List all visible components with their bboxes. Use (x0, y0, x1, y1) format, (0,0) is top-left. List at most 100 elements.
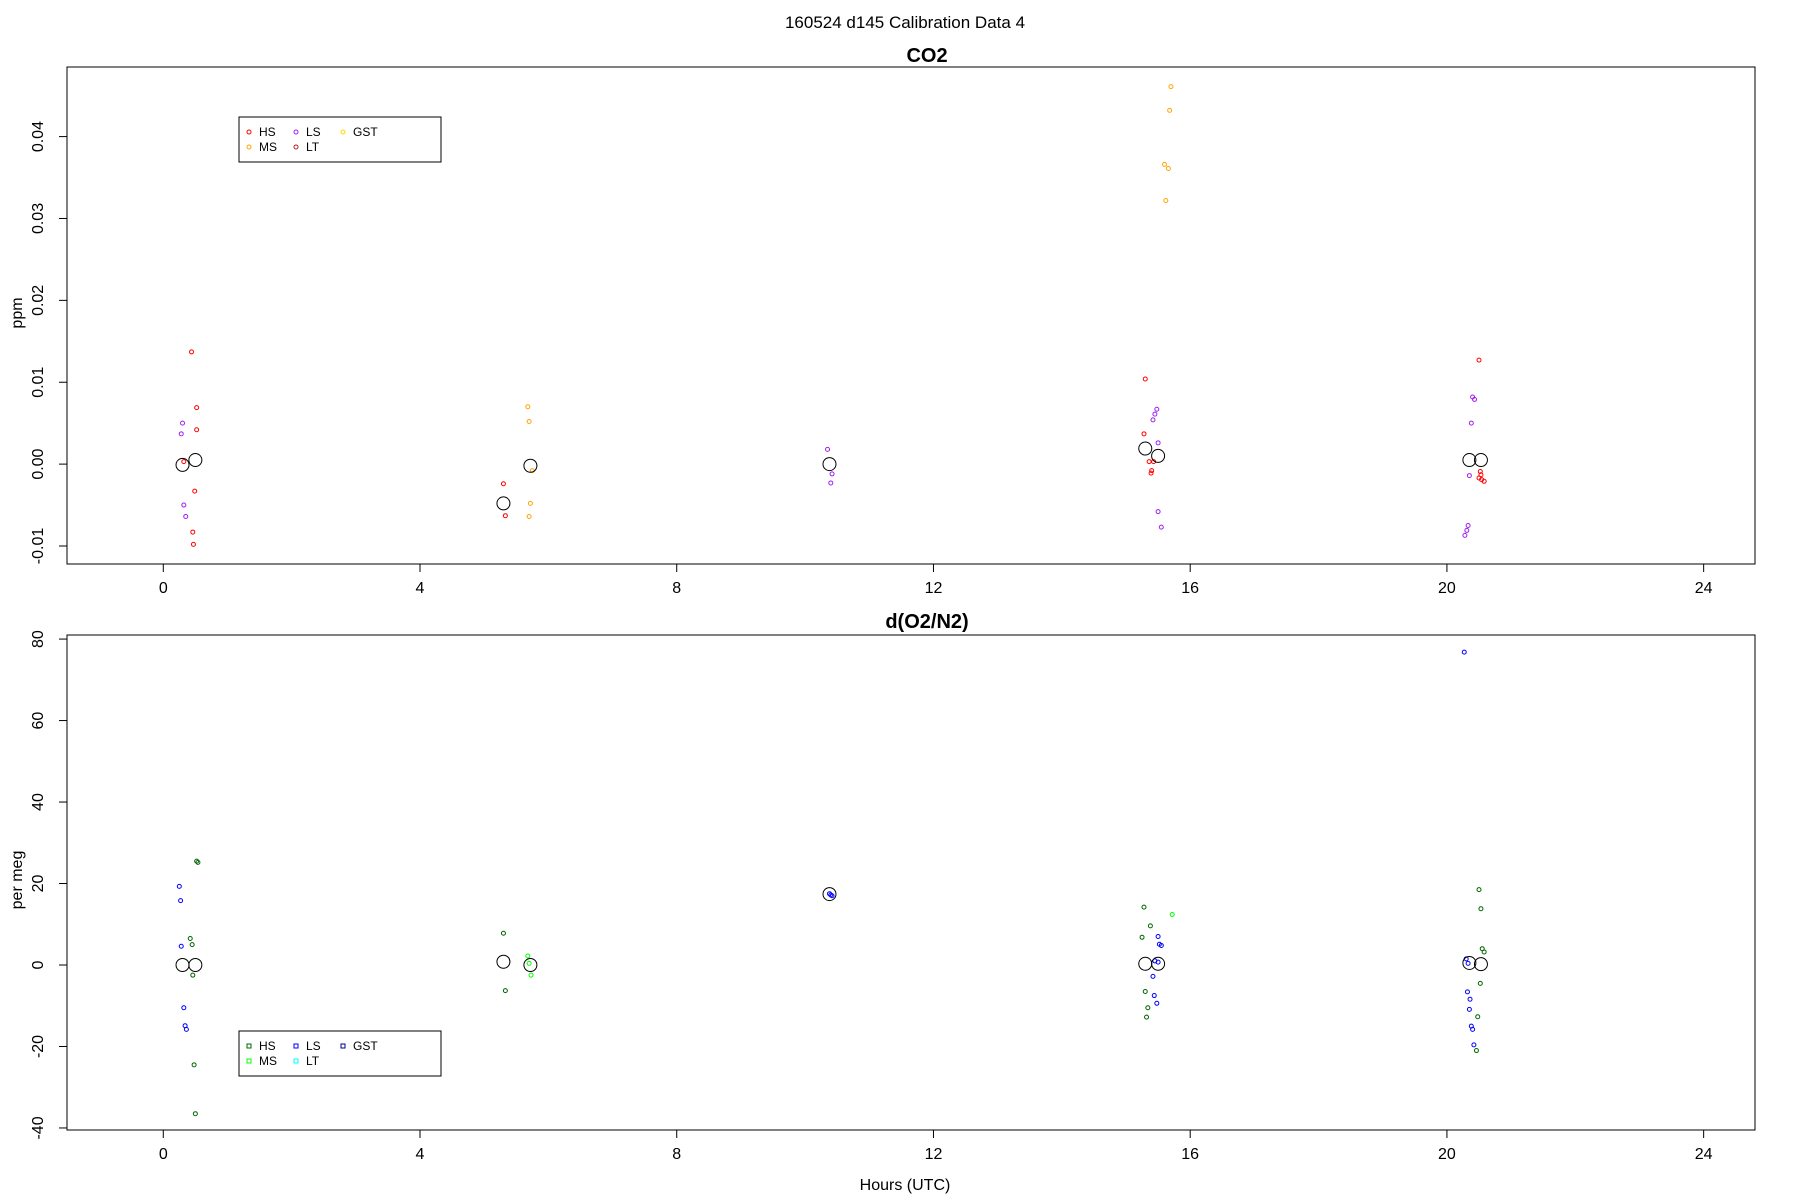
o2n2-ms-point (526, 960, 532, 966)
co2-hs-point (1481, 478, 1487, 484)
o2n2-y-tick-label: 0 (30, 960, 47, 969)
co2-legend: HS LS GST MS LT (238, 116, 442, 163)
o2n2-mean-marker (1138, 956, 1153, 971)
co2-y-tick-label: 0.04 (30, 121, 47, 152)
o2n2-hs-point (1481, 949, 1487, 955)
o2n2-x-tick-label: 24 (1695, 1146, 1713, 1163)
co2-y-tick-label: 0.01 (30, 367, 47, 398)
co2-legend-label: HS (259, 125, 276, 139)
o2n2-hs-point (1147, 923, 1153, 929)
o2n2-legend-swatch (246, 1043, 252, 1049)
co2-ls-point (1464, 527, 1470, 533)
o2n2-x-tick-label: 20 (1438, 1146, 1456, 1163)
co2-ls-point (1466, 473, 1472, 479)
o2n2-legend-label: MS (259, 1054, 277, 1068)
co2-mean-marker (523, 458, 538, 473)
co2-ms-point (527, 500, 533, 506)
co2-hs-point (189, 349, 195, 355)
o2n2-ls-point (1151, 993, 1157, 999)
co2-hs-point (500, 481, 506, 487)
co2-hs-point (181, 459, 187, 465)
co2-ls-point (1472, 396, 1478, 402)
co2-ms-point (1168, 84, 1174, 90)
o2n2-hs-point (1477, 980, 1483, 986)
co2-hs-point (1142, 376, 1148, 382)
co2-ls-point (178, 431, 184, 437)
co2-legend-label: LT (306, 140, 320, 154)
co2-legend-swatch (246, 144, 252, 150)
o2n2-mean-marker (188, 958, 203, 972)
co2-ms-point (1163, 197, 1169, 203)
o2n2-y-tick-label: 60 (30, 712, 47, 730)
o2n2-legend-swatch (293, 1043, 299, 1049)
o2n2-hs-point (1478, 906, 1484, 912)
co2-hs-point (1149, 468, 1155, 474)
co2-plot-frame (66, 66, 1756, 565)
co2-legend-swatch (293, 144, 299, 150)
co2-y-tick-label: 0.00 (30, 448, 47, 479)
co2-x-tick-label: 4 (416, 580, 425, 597)
co2-ms-point (526, 419, 532, 425)
o2n2-panel-title: d(O2/N2) (885, 611, 968, 633)
o2n2-ls-point (1155, 959, 1161, 965)
o2n2-ls-point (1155, 933, 1161, 939)
co2-y-tick-label: 0.02 (30, 285, 47, 316)
o2n2-hs-point (500, 930, 506, 936)
co2-mean-marker (496, 496, 511, 511)
o2n2-ls-point (1470, 1026, 1476, 1032)
o2n2-hs-point (191, 1062, 197, 1068)
o2n2-mean-marker (523, 958, 538, 972)
co2-ls-point (1468, 420, 1474, 426)
co2-ls-point (183, 514, 189, 520)
co2-x-tick-label: 24 (1695, 580, 1713, 597)
co2-legend-box (238, 116, 442, 163)
co2-hs-point (190, 529, 196, 535)
o2n2-x-axis-label: Hours (UTC) (860, 1177, 951, 1194)
o2n2-legend-label: GST (353, 1039, 378, 1053)
o2n2-mean-marker (822, 887, 837, 902)
o2n2-hs-point (1142, 988, 1148, 994)
co2-ms-point (1167, 107, 1173, 113)
o2n2-x-tick-label: 12 (925, 1146, 943, 1163)
figure-suptitle: 160524 d145 Calibration Data 4 (785, 13, 1025, 32)
o2n2-mean-marker (1462, 955, 1477, 970)
co2-x-tick-label: 20 (1438, 580, 1456, 597)
co2-hs-point (1148, 470, 1154, 476)
o2n2-legend-label: LS (306, 1039, 321, 1053)
o2n2-ms-point (1169, 911, 1175, 917)
co2-hs-point (1146, 459, 1152, 465)
co2-hs-point (194, 427, 200, 433)
o2n2-y-tick-label: -20 (30, 1035, 47, 1058)
co2-ls-point (829, 471, 835, 477)
o2n2-legend: HS LS GST MS LT (238, 1030, 442, 1077)
co2-x-tick-label: 16 (1181, 580, 1199, 597)
o2n2-hs-point (194, 858, 200, 864)
co2-ls-point (1462, 532, 1468, 538)
co2-x-tick-label: 8 (672, 580, 681, 597)
co2-legend-swatch (340, 129, 346, 135)
o2n2-y-tick-label: 80 (30, 630, 47, 648)
o2n2-legend-label: HS (259, 1039, 276, 1053)
co2-panel-title: CO2 (906, 45, 947, 67)
co2-ls-point (825, 446, 831, 452)
co2-ms-point (1162, 161, 1168, 167)
o2n2-y-tick-label: 40 (30, 793, 47, 811)
o2n2-x-tick-label: 0 (159, 1146, 168, 1163)
o2n2-x-tick-label: 8 (672, 1146, 681, 1163)
o2n2-ls-point (183, 1026, 189, 1032)
o2n2-mean-marker (1151, 956, 1166, 971)
o2n2-ms-point (525, 953, 531, 959)
o2n2-ls-point (1154, 1000, 1160, 1006)
co2-y-axis-label: ppm (9, 297, 26, 328)
co2-mean-marker (1151, 448, 1166, 463)
co2-ms-point (525, 404, 531, 410)
co2-ls-point (1155, 509, 1161, 515)
co2-hs-point (194, 405, 200, 411)
o2n2-mean-marker (175, 958, 190, 972)
o2n2-hs-point (189, 942, 195, 948)
co2-y-tick-label: 0.03 (30, 203, 47, 234)
o2n2-ls-point (1466, 1006, 1472, 1012)
co2-hs-point (502, 513, 508, 519)
co2-ls-point (180, 420, 186, 426)
